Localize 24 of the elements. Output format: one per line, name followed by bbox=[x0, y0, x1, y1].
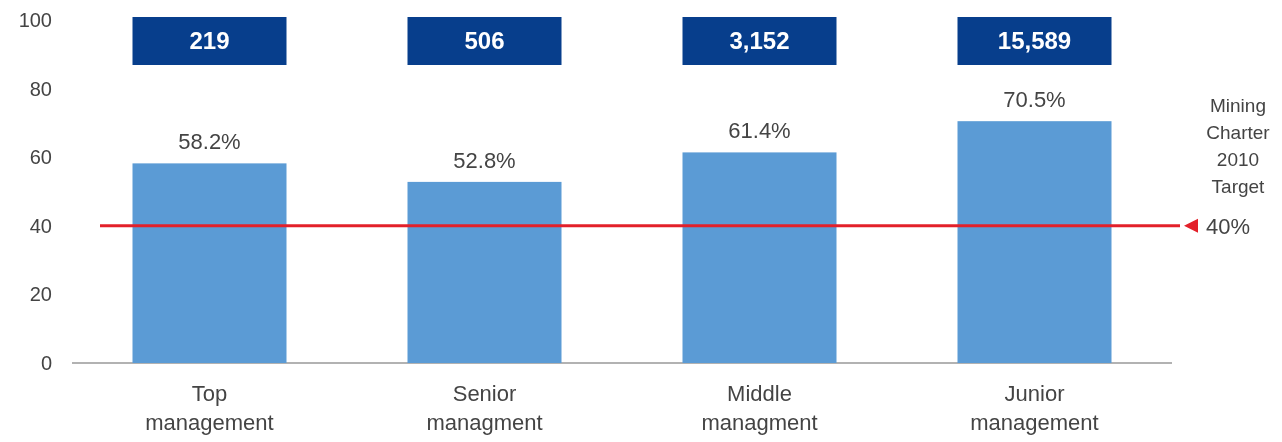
data-label: 52.8% bbox=[453, 147, 516, 173]
x-tick-label: Top management bbox=[145, 381, 274, 435]
y-tick-label: 40 bbox=[29, 214, 52, 237]
y-tick-label: 100 bbox=[18, 8, 52, 31]
bar bbox=[682, 152, 837, 363]
bar bbox=[957, 121, 1112, 363]
x-tick-label: Middle managment bbox=[701, 381, 818, 435]
x-tick-label: Junior management bbox=[970, 381, 1099, 435]
data-label: 61.4% bbox=[728, 118, 791, 144]
x-tick-label: Senior managment bbox=[426, 381, 543, 435]
annotation: 15,589 bbox=[997, 27, 1072, 54]
text: Mining Charter 2010 Target bbox=[1206, 95, 1271, 197]
y-tick-label: 60 bbox=[29, 146, 52, 169]
annotation: 3,152 bbox=[729, 27, 790, 54]
annotation: 219 bbox=[189, 27, 230, 54]
annotation: 506 bbox=[464, 27, 505, 54]
y-tick-label: 20 bbox=[29, 283, 52, 306]
y-tick-label: 80 bbox=[29, 77, 52, 100]
y-tick-label: 0 bbox=[40, 351, 52, 374]
bar bbox=[407, 181, 562, 363]
data-label: 70.5% bbox=[1003, 87, 1066, 113]
data-label: 58.2% bbox=[178, 129, 241, 155]
ref-line-label: 40% bbox=[1206, 213, 1251, 239]
bar bbox=[132, 163, 287, 363]
